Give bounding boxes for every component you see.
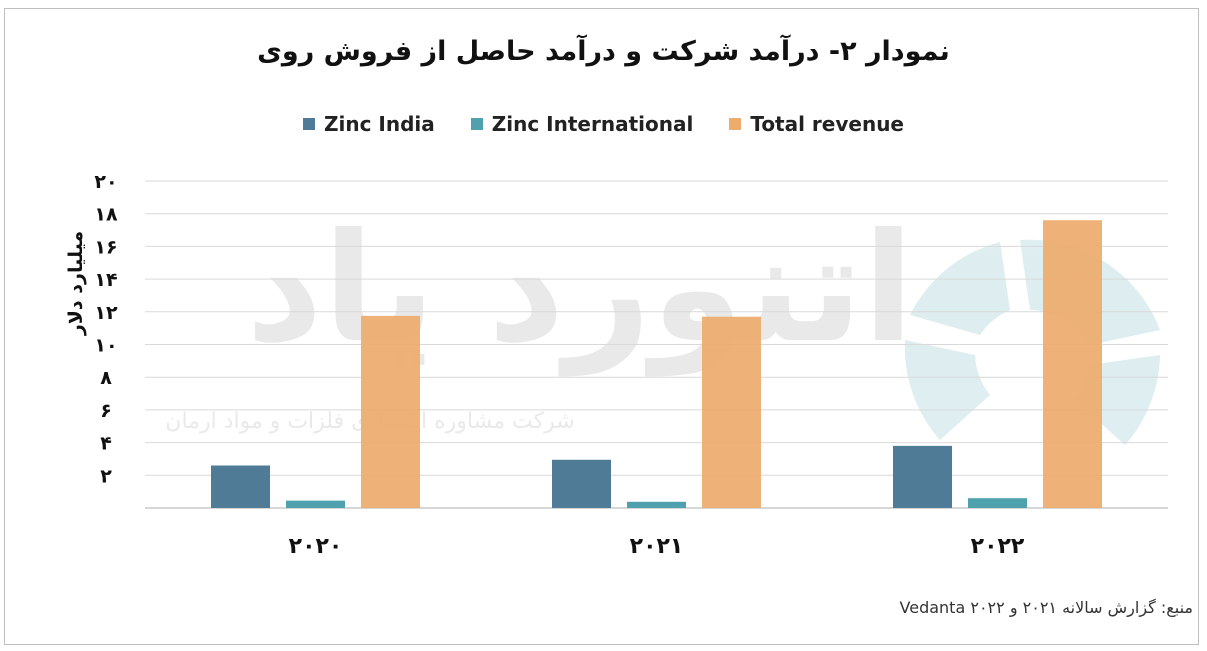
chart-title: نمودار ۲- درآمد شرکت و درآمد حاصل از فرو… (257, 36, 950, 67)
legend-item-zinc-international: Zinc International (470, 112, 694, 136)
legend-label-total-revenue: Total revenue (750, 112, 904, 136)
legend-swatch-zinc-international (470, 118, 483, 130)
legend-label-zinc-international: Zinc International (491, 112, 694, 136)
legend-swatch-total-revenue (729, 118, 742, 130)
y-tick-label: ۱۸ (94, 204, 118, 226)
bar-zinc-india-1 (552, 459, 611, 508)
x-tick-label: ۲۰۲۲ (971, 534, 1025, 559)
y-tick-label: ۱۴ (94, 269, 117, 291)
bar-zinc-international-0 (286, 500, 345, 508)
bar-total-revenue-0 (361, 315, 420, 508)
y-tick-label: ۱۰ (94, 335, 117, 357)
legend-label-zinc-india: Zinc India (324, 112, 435, 136)
y-tick-label: ۶ (100, 400, 112, 422)
y-tick-label: ۸ (100, 367, 112, 389)
legend-item-zinc-india: Zinc India (303, 112, 435, 136)
y-tick-label: ۲ (100, 465, 112, 487)
bar-zinc-india-0 (211, 465, 270, 508)
y-tick-label: ۱۶ (94, 236, 117, 258)
bar-zinc-india-2 (893, 445, 952, 508)
legend-item-total-revenue: Total revenue (729, 112, 904, 136)
y-tick-label: ۲۰ (94, 171, 117, 193)
y-tick-label: ۱۲ (94, 302, 118, 324)
bar-zinc-international-2 (968, 498, 1027, 508)
bar-total-revenue-2 (1043, 220, 1102, 509)
x-tick-label: ۲۰۲۰ (289, 534, 343, 559)
bar-total-revenue-1 (702, 316, 761, 508)
chart-frame (4, 8, 1199, 645)
chart-legend: Zinc India Zinc International Total reve… (0, 112, 1207, 136)
x-tick-label: ۲۰۲۱ (630, 534, 684, 559)
y-tick-label: ۴ (100, 433, 112, 455)
bar-zinc-international-1 (627, 501, 686, 508)
legend-swatch-zinc-india (303, 118, 315, 130)
source-note: منبع: گزارش سالانه ۲۰۲۱ و ۲۰۲۲ Vedanta (899, 598, 1193, 617)
